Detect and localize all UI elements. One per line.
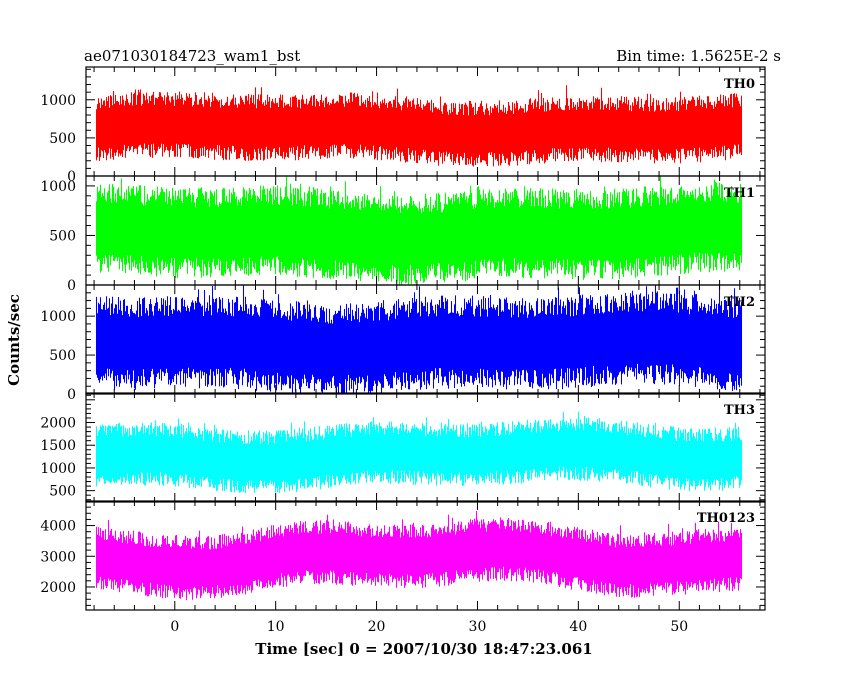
- series-th2-line: [95, 285, 743, 394]
- x-tick-labels: 0 10 20 30 40 50: [170, 619, 688, 635]
- panel-th3-ytick-label: 1500: [40, 438, 76, 454]
- panel-th3-ytick-label: 500: [49, 484, 76, 500]
- panel-th0123-frame: [85, 500, 766, 611]
- panel-th3-ytick-label: 2000: [40, 416, 76, 432]
- panel-th2-ytick-label: 1000: [40, 309, 76, 325]
- panel-th3: 500 1000 1500 2000 TH3: [40, 392, 766, 503]
- header-bin-time: Bin time: 1.5625E-2 s: [616, 47, 781, 65]
- panel-th0123-ytick-label: 3000: [40, 549, 76, 565]
- series-th1-line: [95, 176, 743, 285]
- panel-th0-ytick-label: 0: [67, 169, 76, 185]
- x-tick-label: 40: [569, 619, 587, 635]
- panel-th0-name: TH0: [724, 77, 755, 92]
- panel-th3-name: TH3: [724, 403, 755, 418]
- panel-th1-ytick-label: 0: [67, 278, 76, 294]
- panel-th1-ytick-label: 500: [49, 228, 76, 244]
- x-tick-label: 20: [368, 619, 386, 635]
- panels-group: 0 500 1000 TH0 0 500 1000 TH1 0 500 1000 TH2 500 1000…: [40, 66, 766, 611]
- series-th0123-line: [95, 510, 743, 601]
- panel-th2-name: TH2: [724, 295, 755, 310]
- panel-th1-name: TH1: [724, 186, 755, 201]
- y-axis-label: Counts/sec: [5, 294, 23, 386]
- panel-th0123: 2000 3000 4000 TH0123: [40, 500, 766, 611]
- panel-th0123-ytick-label: 2000: [40, 580, 76, 596]
- series-th3-line: [95, 411, 743, 494]
- panel-th2: 0 500 1000 TH2: [40, 284, 766, 403]
- panel-th1: 0 500 1000 TH1: [40, 175, 766, 294]
- panel-th2-ytick-label: 0: [67, 387, 76, 403]
- panel-th2-ytick-label: 500: [49, 348, 76, 364]
- panel-th0-ytick-label: 1000: [40, 93, 76, 109]
- panel-th0: 0 500 1000 TH0: [40, 66, 766, 185]
- x-tick-label: 10: [267, 619, 285, 635]
- x-tick-label: 30: [469, 619, 487, 635]
- x-tick-label: 0: [170, 619, 179, 635]
- panel-th1-ytick-label: 1000: [40, 179, 76, 195]
- panel-th3-frame: [85, 392, 766, 503]
- panel-th3-ytick-label: 1000: [40, 461, 76, 477]
- x-tick-label: 50: [670, 619, 688, 635]
- panel-th0123-ytick-label: 4000: [40, 519, 76, 535]
- panel-th0-ytick-label: 500: [49, 131, 76, 147]
- header-left-title: ae071030184723_wam1_bst: [84, 47, 300, 65]
- panel-th0123-name: TH0123: [697, 511, 755, 526]
- x-axis-label: Time [sec] 0 = 2007/10/30 18:47:23.061: [255, 640, 592, 658]
- series-th0-line: [95, 85, 743, 167]
